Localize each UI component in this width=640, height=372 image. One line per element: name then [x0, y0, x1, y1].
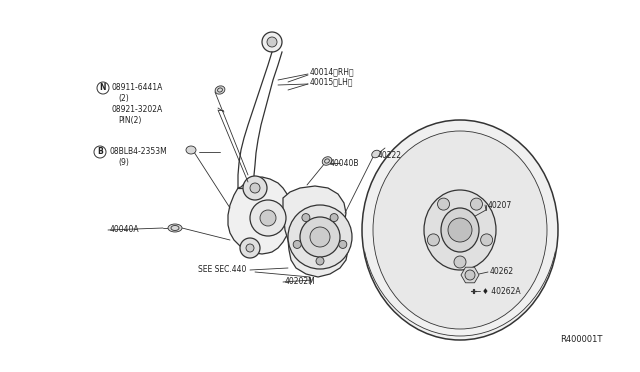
Ellipse shape [322, 157, 332, 165]
Ellipse shape [215, 86, 225, 94]
Circle shape [448, 218, 472, 242]
Circle shape [293, 240, 301, 248]
Circle shape [240, 238, 260, 258]
Text: B: B [97, 148, 103, 157]
Circle shape [243, 176, 267, 200]
Text: 08921-3202A: 08921-3202A [112, 106, 163, 115]
Circle shape [302, 214, 310, 222]
Circle shape [330, 214, 338, 222]
Ellipse shape [372, 150, 380, 158]
Text: PIN(2): PIN(2) [118, 115, 141, 125]
Circle shape [470, 198, 483, 210]
Circle shape [246, 244, 254, 252]
Circle shape [465, 270, 475, 280]
Text: 40040A: 40040A [110, 225, 140, 234]
Circle shape [481, 234, 493, 246]
Circle shape [250, 183, 260, 193]
Ellipse shape [186, 146, 196, 154]
Polygon shape [228, 177, 293, 254]
Ellipse shape [424, 190, 496, 270]
Text: 40015〈LH〉: 40015〈LH〉 [310, 77, 353, 87]
Polygon shape [283, 186, 348, 277]
Text: N: N [100, 83, 106, 93]
Circle shape [428, 234, 440, 246]
Text: 40014〈RH〉: 40014〈RH〉 [310, 67, 355, 77]
Text: 08BLB4-2353M: 08BLB4-2353M [109, 148, 167, 157]
Text: SEE SEC.440: SEE SEC.440 [198, 266, 246, 275]
Circle shape [97, 82, 109, 94]
Circle shape [260, 210, 276, 226]
Text: ♦ 40262A: ♦ 40262A [482, 288, 520, 296]
Ellipse shape [441, 208, 479, 252]
Circle shape [300, 217, 340, 257]
Text: 40262: 40262 [490, 267, 514, 276]
Ellipse shape [168, 224, 182, 232]
Ellipse shape [362, 120, 558, 340]
Circle shape [339, 240, 347, 248]
Circle shape [94, 146, 106, 158]
Circle shape [438, 198, 449, 210]
Circle shape [454, 256, 466, 268]
Text: (9): (9) [118, 157, 129, 167]
Circle shape [316, 257, 324, 265]
Text: 40202M: 40202M [285, 278, 316, 286]
Ellipse shape [373, 131, 547, 329]
Text: 40207: 40207 [488, 201, 512, 209]
Circle shape [310, 227, 330, 247]
Text: 40222: 40222 [378, 151, 402, 160]
Text: 08911-6441A: 08911-6441A [112, 83, 163, 93]
Text: R400001T: R400001T [560, 336, 602, 344]
Polygon shape [461, 267, 479, 283]
Circle shape [288, 205, 352, 269]
Circle shape [250, 200, 286, 236]
Circle shape [267, 37, 277, 47]
Circle shape [262, 32, 282, 52]
Text: (2): (2) [118, 93, 129, 103]
Text: 40040B: 40040B [330, 158, 360, 167]
